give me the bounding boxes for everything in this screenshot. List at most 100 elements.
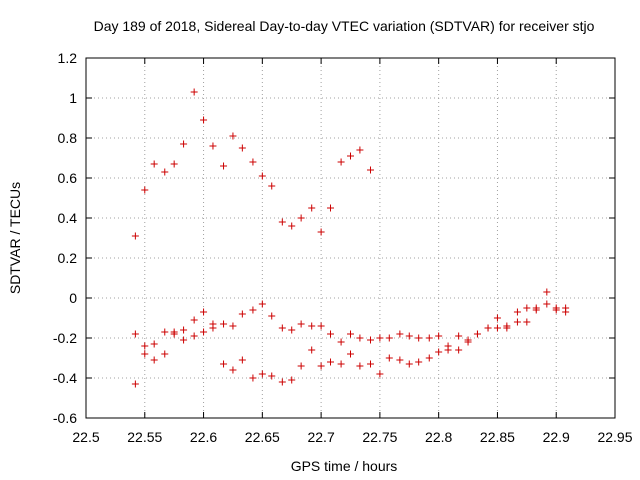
data-point — [484, 324, 492, 332]
data-point — [317, 362, 325, 370]
x-tick-label: 22.85 — [480, 429, 515, 445]
data-point — [327, 358, 335, 366]
data-point — [308, 322, 316, 330]
data-point — [425, 334, 433, 342]
data-point — [150, 160, 158, 168]
data-point — [238, 310, 246, 318]
y-tick-label: 0.6 — [58, 170, 78, 186]
data-point — [249, 374, 257, 382]
data-point — [131, 232, 139, 240]
data-point — [150, 340, 158, 348]
data-point — [278, 324, 286, 332]
data-point — [278, 218, 286, 226]
data-point — [297, 214, 305, 222]
data-point — [396, 356, 404, 364]
data-point — [455, 332, 463, 340]
data-point — [366, 166, 374, 174]
data-point — [543, 288, 551, 296]
y-tick-label: 0 — [69, 290, 77, 306]
y-tick-label: 0.2 — [58, 250, 78, 266]
data-point — [366, 336, 374, 344]
data-point — [337, 360, 345, 368]
data-point — [288, 376, 296, 384]
data-point — [473, 330, 481, 338]
data-point — [435, 348, 443, 356]
data-point — [220, 360, 228, 368]
data-point — [366, 360, 374, 368]
data-point — [337, 158, 345, 166]
data-point — [258, 370, 266, 378]
data-point — [200, 308, 208, 316]
x-tick-label: 22.5 — [72, 429, 99, 445]
data-point — [220, 320, 228, 328]
data-point — [552, 306, 560, 314]
data-point — [327, 330, 335, 338]
y-tick-label: 1.2 — [58, 50, 78, 66]
grid-layer — [86, 58, 615, 418]
data-point — [503, 322, 511, 330]
y-axis-label: SDTVAR / TECUs — [7, 182, 23, 294]
data-point — [229, 322, 237, 330]
data-point — [141, 186, 149, 194]
data-point — [405, 332, 413, 340]
data-point — [435, 332, 443, 340]
data-point — [396, 330, 404, 338]
data-point — [455, 346, 463, 354]
data-point — [249, 158, 257, 166]
data-point — [229, 132, 237, 140]
data-point — [161, 350, 169, 358]
data-point — [347, 152, 354, 160]
y-tick-label: -0.6 — [53, 410, 77, 426]
data-point — [297, 362, 305, 370]
data-point — [209, 324, 217, 332]
data-point — [376, 370, 384, 378]
data-point — [258, 300, 266, 308]
data-point — [356, 362, 364, 370]
data-point — [131, 380, 139, 388]
data-point — [337, 338, 345, 346]
data-point — [141, 350, 149, 358]
data-point — [317, 322, 325, 330]
data-point — [180, 336, 188, 344]
data-point — [385, 354, 393, 362]
data-point — [532, 304, 540, 312]
data-point — [513, 308, 521, 316]
data-point — [268, 312, 276, 320]
data-point — [415, 358, 423, 366]
data-point — [543, 300, 551, 308]
data-point — [220, 162, 228, 170]
x-axis-label: GPS time / hours — [291, 458, 398, 474]
data-point — [308, 204, 316, 212]
y-tick-label: 0.8 — [58, 130, 78, 146]
data-point — [288, 222, 296, 230]
x-tick-label: 22.65 — [245, 429, 280, 445]
x-tick-label: 22.9 — [543, 429, 570, 445]
data-point — [444, 346, 452, 354]
data-point — [513, 318, 521, 326]
data-point — [493, 324, 501, 332]
x-tick-label: 22.75 — [362, 429, 397, 445]
data-point — [288, 326, 296, 334]
data-point — [464, 338, 472, 346]
data-point — [229, 366, 237, 374]
data-point — [150, 356, 158, 364]
x-tick-label: 22.95 — [597, 429, 632, 445]
data-point — [327, 204, 335, 212]
data-point — [180, 140, 188, 148]
data-point — [356, 334, 364, 342]
data-point — [523, 318, 531, 326]
data-point — [238, 356, 246, 364]
data-point — [190, 88, 198, 96]
data-point — [415, 334, 423, 342]
data-point — [209, 142, 217, 150]
data-point — [562, 308, 570, 316]
y-tick-label: 0.4 — [58, 210, 78, 226]
data-point — [317, 228, 325, 236]
data-point — [308, 346, 316, 354]
data-point — [425, 354, 433, 362]
chart-title: Day 189 of 2018, Sidereal Day-to-day VTE… — [94, 18, 595, 34]
data-point — [170, 160, 178, 168]
data-point — [268, 182, 276, 190]
data-point — [297, 320, 305, 328]
